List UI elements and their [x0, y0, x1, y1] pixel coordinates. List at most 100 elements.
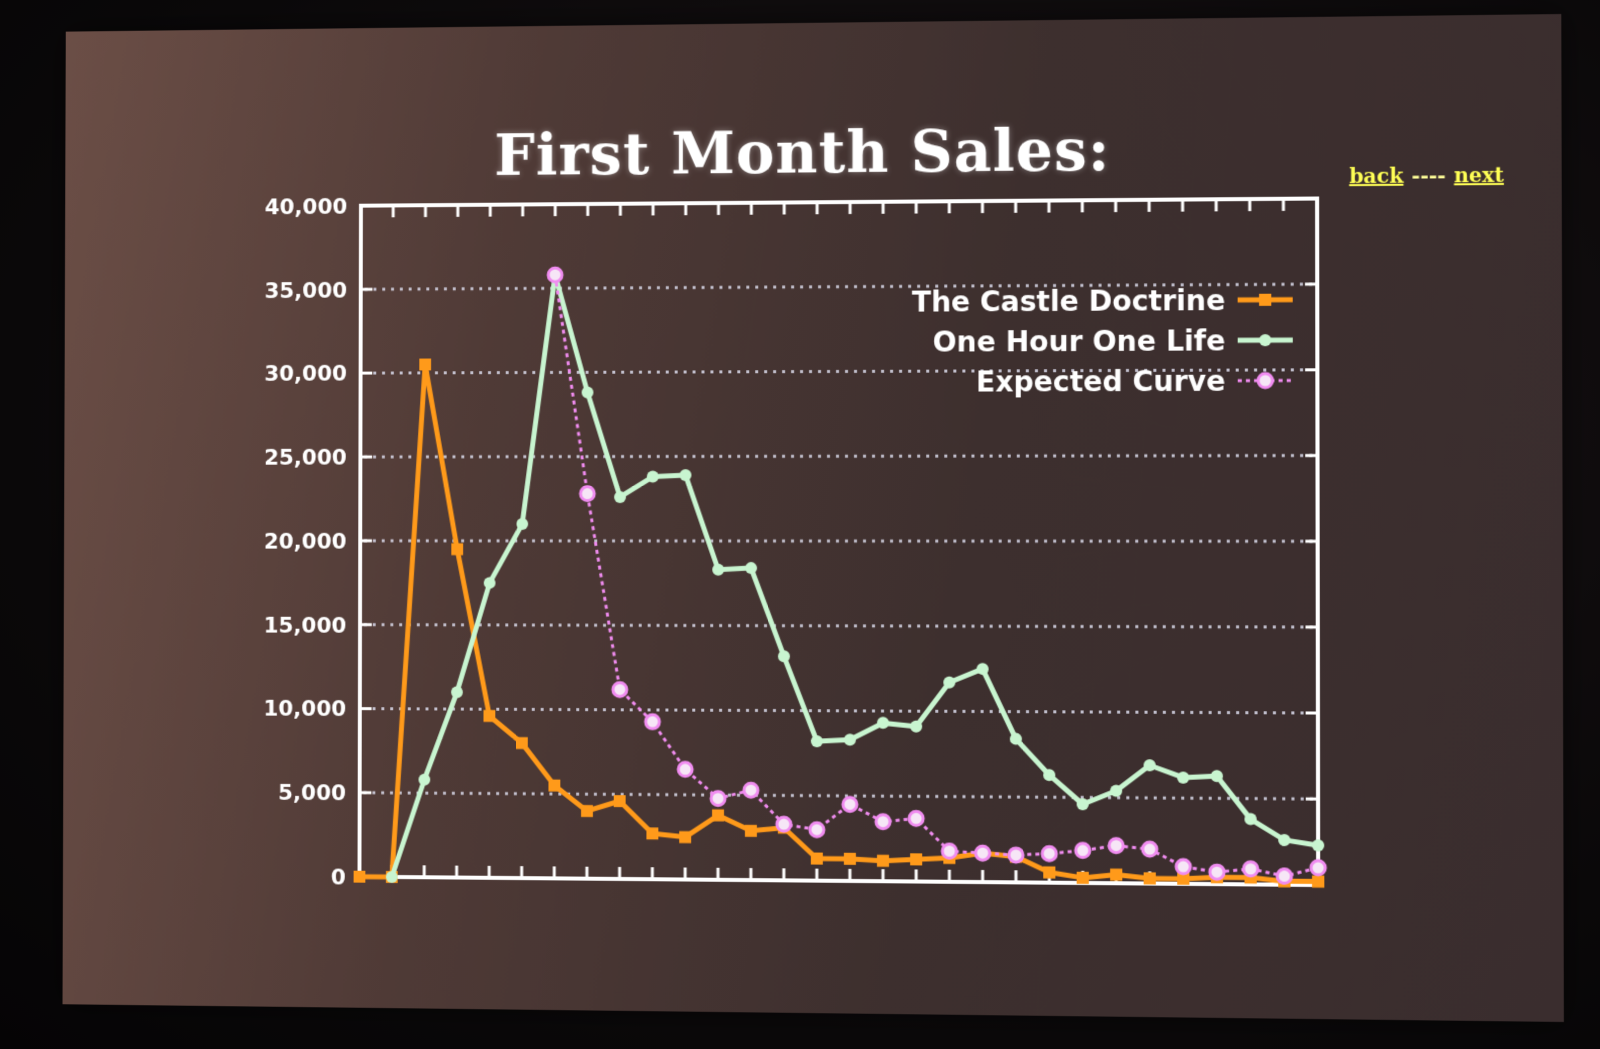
data-point — [844, 853, 856, 865]
data-point — [1143, 842, 1157, 856]
grid-line — [364, 456, 1313, 457]
data-point — [1176, 860, 1190, 874]
data-point — [646, 827, 658, 839]
y-axis-tick-labels: 0 5,000 10,000 15,000 20,000 25,000 30,000 35,0… — [263, 195, 347, 891]
data-point — [811, 735, 823, 747]
data-point — [1042, 846, 1056, 860]
data-point — [484, 577, 496, 589]
projector-screen: First Month Sales: back ---- next 0 5,000 10… — [63, 14, 1564, 1022]
data-point — [548, 268, 562, 282]
data-point — [614, 491, 626, 503]
data-point — [1210, 865, 1224, 879]
data-point — [418, 774, 430, 786]
data-point — [354, 871, 366, 883]
data-point — [810, 823, 824, 837]
legend-marker — [1258, 373, 1272, 387]
sales-line-chart: 0 5,000 10,000 15,000 20,000 25,000 30,000 35,0… — [63, 14, 1564, 1022]
data-point — [1109, 838, 1123, 852]
data-point — [1244, 813, 1256, 825]
data-point — [1077, 798, 1089, 810]
data-point — [910, 853, 922, 865]
legend-marker — [1259, 334, 1271, 346]
data-point — [1010, 733, 1022, 745]
y-tick-label: 30,000 — [264, 362, 347, 387]
y-tick-label: 20,000 — [264, 530, 347, 555]
data-point — [1144, 759, 1156, 771]
data-point — [451, 543, 463, 555]
data-point — [386, 871, 398, 883]
legend-label: One Hour One Life — [933, 324, 1226, 359]
data-point — [614, 795, 626, 807]
data-point — [1211, 770, 1223, 782]
data-point — [1110, 785, 1122, 797]
y-tick-label: 10,000 — [263, 697, 346, 722]
data-point — [1177, 771, 1189, 783]
y-tick-label: 35,000 — [264, 278, 347, 303]
legend-label: Expected Curve — [976, 364, 1225, 398]
series-line — [392, 270, 1318, 885]
data-point — [711, 791, 725, 805]
data-point — [843, 797, 857, 811]
y-tick-label: 0 — [331, 865, 346, 890]
data-point — [745, 562, 757, 574]
data-point — [679, 831, 691, 843]
data-point — [646, 715, 660, 729]
data-point — [976, 846, 990, 860]
series-line — [554, 270, 1318, 876]
series-line — [359, 361, 1318, 885]
data-point — [744, 783, 758, 797]
grid-line — [364, 625, 1314, 627]
data-point — [582, 387, 594, 399]
grid-line — [364, 793, 1314, 799]
data-point — [712, 564, 724, 576]
data-point — [877, 855, 889, 867]
data-point — [1043, 769, 1055, 781]
data-point — [1076, 843, 1090, 857]
y-tick-label: 5,000 — [278, 781, 346, 806]
data-point — [647, 471, 659, 483]
data-point — [778, 650, 790, 662]
data-point — [811, 852, 823, 864]
data-point — [1277, 869, 1291, 883]
y-tick-label: 25,000 — [264, 446, 347, 471]
data-point — [977, 663, 989, 675]
data-point — [581, 805, 593, 817]
grid-line — [364, 709, 1314, 713]
data-point — [1312, 875, 1324, 887]
data-point — [1278, 834, 1290, 846]
data-point — [1311, 861, 1325, 875]
grid-line — [364, 541, 1313, 542]
data-point — [943, 676, 955, 688]
y-tick-label: 15,000 — [264, 613, 347, 638]
legend-label: The Castle Doctrine — [912, 284, 1226, 319]
y-tick-label: 40,000 — [265, 195, 348, 221]
data-point — [483, 710, 495, 722]
data-point — [909, 811, 923, 825]
data-point — [419, 359, 431, 371]
data-point — [548, 779, 560, 791]
chart-legend: The Castle Doctrine One Hour One Life Expe… — [912, 283, 1293, 399]
data-point — [1144, 872, 1156, 884]
data-point — [942, 844, 956, 858]
data-point — [1110, 869, 1122, 881]
data-point — [777, 817, 791, 831]
data-point — [680, 469, 692, 481]
data-point — [1077, 872, 1089, 884]
data-point — [613, 683, 627, 697]
grid-lines — [364, 284, 1314, 799]
data-point — [1009, 848, 1023, 862]
data-point — [745, 825, 757, 837]
data-point — [844, 734, 856, 746]
data-point — [516, 518, 528, 530]
data-point — [1243, 862, 1257, 876]
data-point — [1043, 866, 1055, 878]
data-point — [712, 809, 724, 821]
data-point — [451, 686, 463, 698]
data-point — [910, 720, 922, 732]
data-point — [877, 717, 889, 729]
data-point — [678, 762, 692, 776]
data-point — [516, 737, 528, 749]
series-0 — [354, 355, 1325, 891]
data-point — [1312, 839, 1324, 851]
legend-marker — [1259, 294, 1271, 306]
